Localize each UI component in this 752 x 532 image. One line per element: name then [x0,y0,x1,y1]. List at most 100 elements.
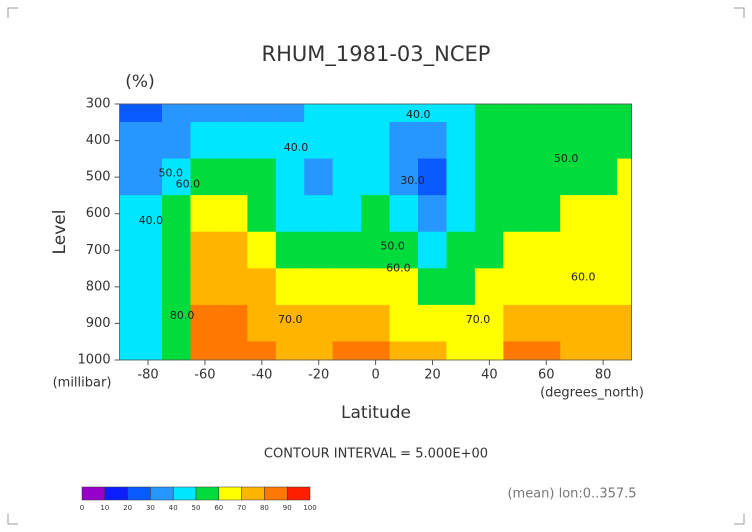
contour-cell [133,103,163,123]
contour-cell [119,195,135,233]
contour-cell [389,268,419,306]
contour-cell [190,268,220,306]
colorbar-box [218,486,242,501]
contour-cell [361,122,391,160]
contour-cell [361,195,391,233]
contour-cell [275,231,305,269]
contour-cell [218,103,248,123]
contour-cell [133,268,163,306]
contour-field [119,103,632,361]
contour-cell [133,304,163,342]
contour-label: 50.0 [554,152,579,165]
contour-cell [361,231,391,269]
x-tick-label: -80 [137,368,158,383]
contour-cell [247,103,277,123]
contour-cell [588,158,618,196]
colorbar-label: 40 [169,504,178,512]
colorbar-box [241,486,265,501]
contour-cell [446,231,476,269]
contour-cell [275,195,305,233]
contour-cell [474,304,504,342]
x-axis-label: Latitude [341,403,411,423]
y-tick-label: 900 [86,316,111,331]
contour-cell [418,158,447,196]
contour-cell [275,103,305,123]
contour-cell [503,103,533,123]
contour-cell [503,231,533,269]
y-units: (millibar) [53,376,112,391]
contour-cell [133,195,163,233]
colorbar-label: 80 [260,504,269,512]
contour-cell [617,158,632,196]
contour-cell [247,341,277,361]
contour-cell [418,122,447,160]
contour-cell [332,341,362,361]
contour-cell [332,268,362,306]
contour-cell [218,341,248,361]
contour-cell [218,268,248,306]
contour-cell [560,103,590,123]
contour-cell [304,268,334,306]
contour-cell [617,103,632,123]
contour-cell [332,158,362,196]
contour-cell [617,268,632,306]
contour-cell [162,103,191,123]
contour-label: 60.0 [176,177,201,190]
contour-cell [275,122,305,160]
contour-label: 40.0 [139,214,164,227]
contour-cell [389,195,419,233]
contour-cell [503,304,533,342]
contour-cell [418,304,447,342]
lon-note: (mean) lon:0..357.5 [507,487,636,502]
contour-cell [531,195,561,233]
contour-cell [617,304,632,342]
contour-cell [474,231,504,269]
contour-label: 40.0 [406,108,431,121]
contour-cell [162,341,191,361]
contour-cell [247,231,277,269]
y-tick-label: 500 [86,170,111,185]
y-tick-label: 800 [86,279,111,294]
contour-cell [247,158,277,196]
contour-cell [474,158,504,196]
contour-cell [304,231,334,269]
contour-cell [560,195,590,233]
contour-cell [332,122,362,160]
contour-cell [531,122,561,160]
x-units: (degrees_north) [540,386,644,401]
contour-cell [389,158,419,196]
colorbar-box [286,486,311,501]
contour-cell [218,122,248,160]
contour-cell [560,231,590,269]
contour-cell [446,103,476,123]
contour-cell [218,195,248,233]
contour-cell [275,341,305,361]
contour-cell [332,304,362,342]
contour-cell [503,122,533,160]
contour-cell [218,158,248,196]
contour-cell [190,341,220,361]
contour-cell [617,195,632,233]
y-tick-label: 600 [86,206,111,221]
contour-cell [474,103,504,123]
contour-cell [588,231,618,269]
contour-cell [588,341,618,361]
contour-cell [133,341,163,361]
contour-cell [275,268,305,306]
contour-cell [190,103,220,123]
contour-cell [247,304,277,342]
contour-cell [446,341,476,361]
contour-cell [617,122,632,160]
contour-cell [332,231,362,269]
contour-cell [361,268,391,306]
contour-cell [133,231,163,269]
contour-cell [503,195,533,233]
contour-cell [190,158,220,196]
contour-cell [304,122,334,160]
contour-cell [418,195,447,233]
y-tick-label: 1000 [78,353,111,368]
contour-cell [474,195,504,233]
contour-cell [588,122,618,160]
contour-cell [418,231,447,269]
